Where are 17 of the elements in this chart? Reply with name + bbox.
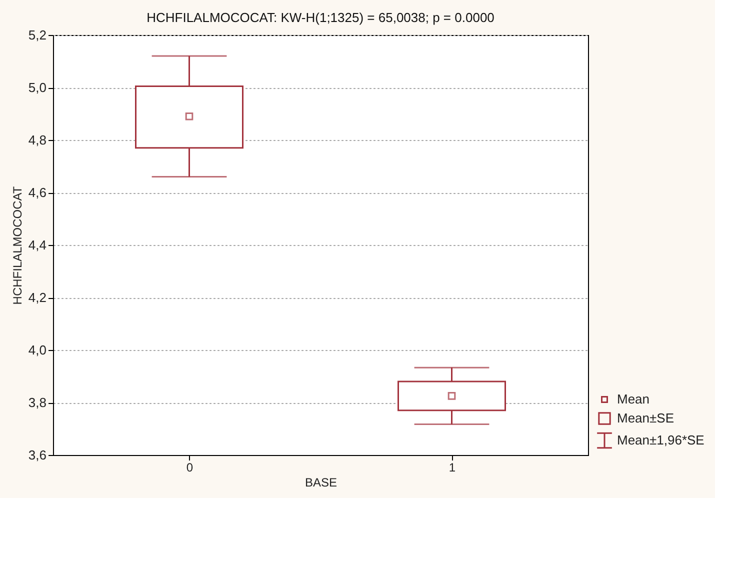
y-axis-title: HCHFILALMOCOCAT: [10, 186, 24, 305]
chart-title: HCHFILALMOCOCAT: KW-H(1;1325) = 65,0038; p = 0.0000: [146, 10, 494, 25]
y-tick-label: 5,2: [28, 28, 46, 42]
y-tick-label: 5,0: [28, 80, 46, 95]
text: Mean: [617, 392, 650, 406]
x-tick-label: 0: [186, 460, 194, 474]
text: Mean±1,96*SE: [617, 432, 705, 448]
y-tick-label: 4,0: [28, 342, 46, 358]
x-tick-label: 1: [448, 460, 456, 474]
x-axis-title: BASE: [304, 476, 338, 490]
y-tick-label: 4,6: [28, 185, 46, 200]
y-tick-label: 4,8: [28, 132, 46, 148]
y-tick-label: 3,8: [28, 395, 46, 410]
y-tick-label: 4,4: [28, 238, 46, 252]
text: Mean±SE: [617, 410, 674, 426]
y-tick-label: 4,2: [28, 290, 46, 305]
y-tick-label: 3,6: [28, 448, 46, 462]
